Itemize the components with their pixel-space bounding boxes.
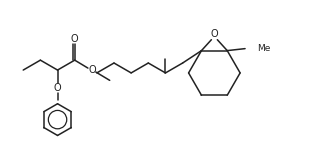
Text: O: O: [71, 34, 79, 44]
Text: O: O: [211, 29, 218, 39]
Text: Me: Me: [257, 44, 270, 53]
Text: O: O: [88, 65, 96, 75]
Text: O: O: [54, 83, 61, 93]
